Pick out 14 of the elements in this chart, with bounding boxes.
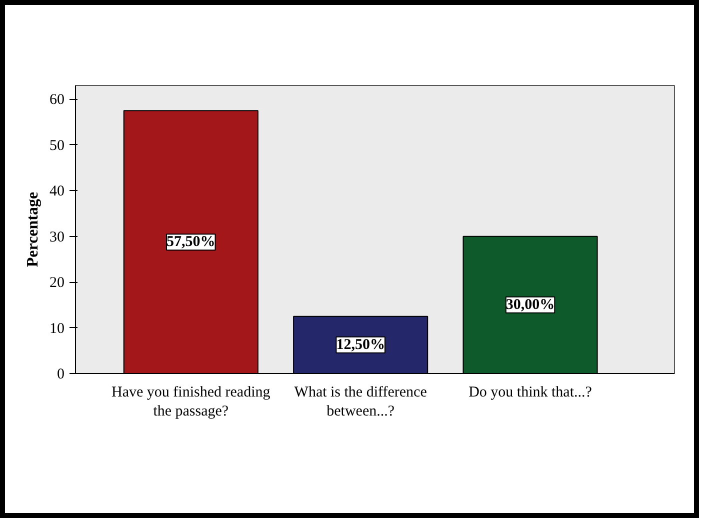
- y-tick-label: 30: [50, 229, 64, 246]
- y-tick-label: 60: [50, 92, 64, 108]
- x-tick-label: Have you finished reading the passage?: [112, 384, 271, 420]
- y-tick-label: 40: [50, 184, 64, 200]
- data-label: 57,50%: [166, 234, 216, 250]
- y-tick-label: 10: [50, 320, 64, 337]
- y-tick-label: 50: [50, 138, 64, 154]
- x-tick-label: Do you think that...?: [468, 384, 592, 400]
- x-tick-label: What is the difference between...?: [294, 384, 428, 420]
- y-axis-title: Percentage: [24, 192, 42, 268]
- data-label: 30,00%: [506, 296, 555, 313]
- y-tick-label: 0: [57, 366, 64, 382]
- data-label: 12,50%: [336, 336, 385, 353]
- y-tick-label: 20: [50, 275, 64, 292]
